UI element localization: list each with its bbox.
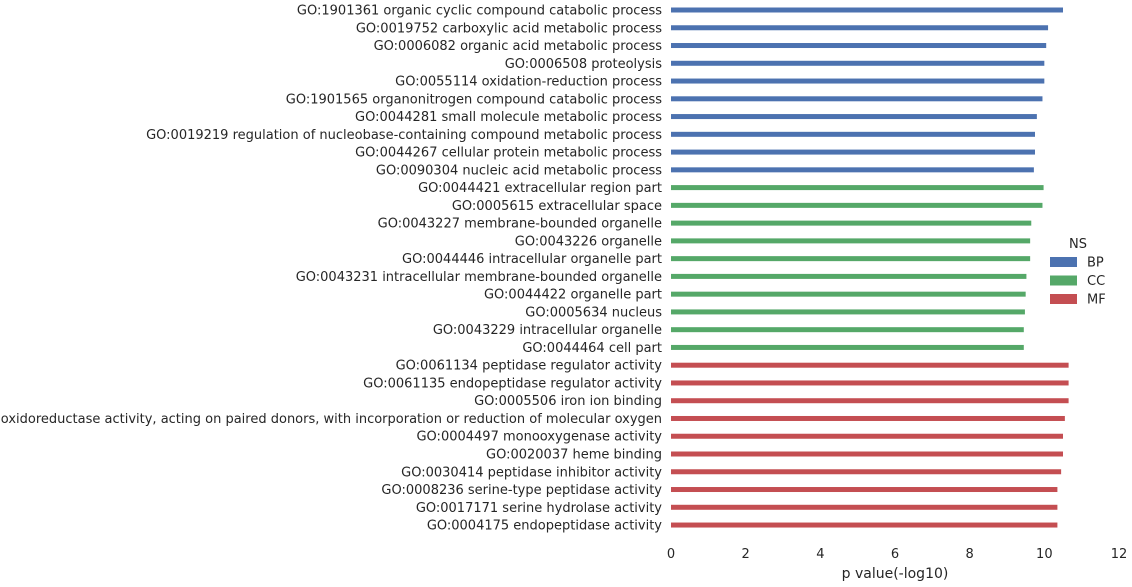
legend-label-cc: CC (1087, 274, 1105, 289)
bar-cc (671, 344, 1024, 350)
category-label: GO:0019219 regulation of nucleobase-cont… (146, 128, 662, 143)
category-label: GO:0030414 peptidase inhibitor activity (401, 465, 662, 480)
x-tick-label: 4 (816, 547, 824, 562)
category-label: GO:0043226 organelle (515, 234, 662, 249)
category-label: GO:0044267 cellular protein metabolic pr… (355, 146, 662, 161)
bar-bp (671, 25, 1049, 31)
bar-cc (671, 185, 1044, 191)
bar-bp (671, 114, 1037, 120)
category-label: GO:0044422 organelle part (484, 288, 662, 303)
bar-mf (671, 469, 1062, 475)
bar-bp (671, 60, 1045, 66)
category-label: GO:0044446 intracellular organelle part (402, 252, 662, 267)
category-label: GO:0044464 cell part (522, 341, 662, 356)
bar-mf (671, 522, 1058, 528)
bar-mf (671, 487, 1058, 493)
category-label: GO:0004175 endopeptidase activity (427, 519, 662, 534)
category-label: GO:0043227 membrane-bounded organelle (378, 217, 662, 232)
bar-bp (671, 7, 1063, 13)
category-label: GO:0020037 heme binding (486, 448, 662, 463)
category-label: GO:1901565 organonitrogen compound catab… (286, 92, 662, 107)
category-label: GO:0005634 nucleus (525, 305, 662, 320)
bar-mf (671, 398, 1069, 404)
bars-group (671, 7, 1069, 528)
category-label: GO:0005615 extracellular space (452, 199, 662, 214)
category-label: GO:0043231 intracellular membrane-bounde… (296, 270, 662, 285)
bar-cc (671, 202, 1043, 208)
bar-mf (671, 362, 1069, 368)
x-tick-label: 8 (966, 547, 974, 562)
bar-cc (671, 309, 1025, 315)
category-label: GO:0008236 serine-type peptidase activit… (381, 483, 662, 498)
category-label: GO:1901361 organic cyclic compound catab… (297, 4, 662, 19)
x-tick-label: 2 (742, 547, 750, 562)
bar-bp (671, 96, 1043, 102)
bar-cc (671, 238, 1031, 244)
category-label: GO:0061135 endopeptidase regulator activ… (363, 376, 662, 391)
bar-mf (671, 415, 1065, 421)
bar-bp (671, 78, 1045, 84)
category-label: GO:0017171 serine hydrolase activity (416, 501, 662, 516)
bar-bp (671, 43, 1047, 49)
category-label: GO:0006082 organic acid metabolic proces… (374, 39, 663, 54)
legend-swatch-bp (1050, 257, 1077, 267)
x-axis-title: p value(-log10) (842, 566, 949, 582)
legend-title: NS (1069, 237, 1087, 252)
bar-cc (671, 273, 1027, 279)
category-label: GO:0004497 monooxygenase activity (416, 430, 662, 445)
category-label: GO:0006508 proteolysis (505, 57, 662, 72)
category-label: GO:0055114 oxidation-reduction process (395, 75, 662, 90)
bar-cc (671, 327, 1024, 333)
x-tick-label: 6 (891, 547, 899, 562)
bar-cc (671, 220, 1032, 226)
category-label: GO:0019752 carboxylic acid metabolic pro… (356, 21, 662, 36)
category-label: GO:0016705 oxidoreductase activity, acti… (0, 412, 662, 427)
x-tick-label: 10 (1036, 547, 1053, 562)
x-tick-label: 0 (667, 547, 675, 562)
category-labels-group: GO:1901361 organic cyclic compound catab… (0, 4, 662, 534)
bar-mf (671, 451, 1063, 457)
legend-label-mf: MF (1087, 293, 1106, 308)
category-label: GO:0061134 peptidase regulator activity (396, 359, 663, 374)
bar-cc (671, 256, 1031, 262)
bar-mf (671, 380, 1069, 386)
category-label: GO:0090304 nucleic acid metabolic proces… (376, 163, 662, 178)
legend: NS BP CC MF (1050, 237, 1106, 308)
legend-swatch-cc (1050, 275, 1077, 286)
bar-mf (671, 433, 1063, 439)
x-tick-label: 12 (1111, 547, 1128, 562)
bar-mf (671, 504, 1058, 510)
category-label: GO:0044281 small molecule metabolic proc… (355, 110, 662, 125)
bar-cc (671, 291, 1026, 297)
category-label: GO:0043229 intracellular organelle (433, 323, 662, 338)
legend-label-bp: BP (1087, 256, 1104, 271)
x-tick-labels-group: 0 2 4 6 8 10 12 (667, 547, 1127, 562)
legend-swatch-mf (1050, 294, 1077, 304)
bar-bp (671, 131, 1035, 137)
bar-bp (671, 149, 1035, 155)
bar-bp (671, 167, 1034, 173)
category-label: GO:0005506 iron ion binding (474, 394, 662, 409)
category-label: GO:0044421 extracellular region part (418, 181, 662, 196)
